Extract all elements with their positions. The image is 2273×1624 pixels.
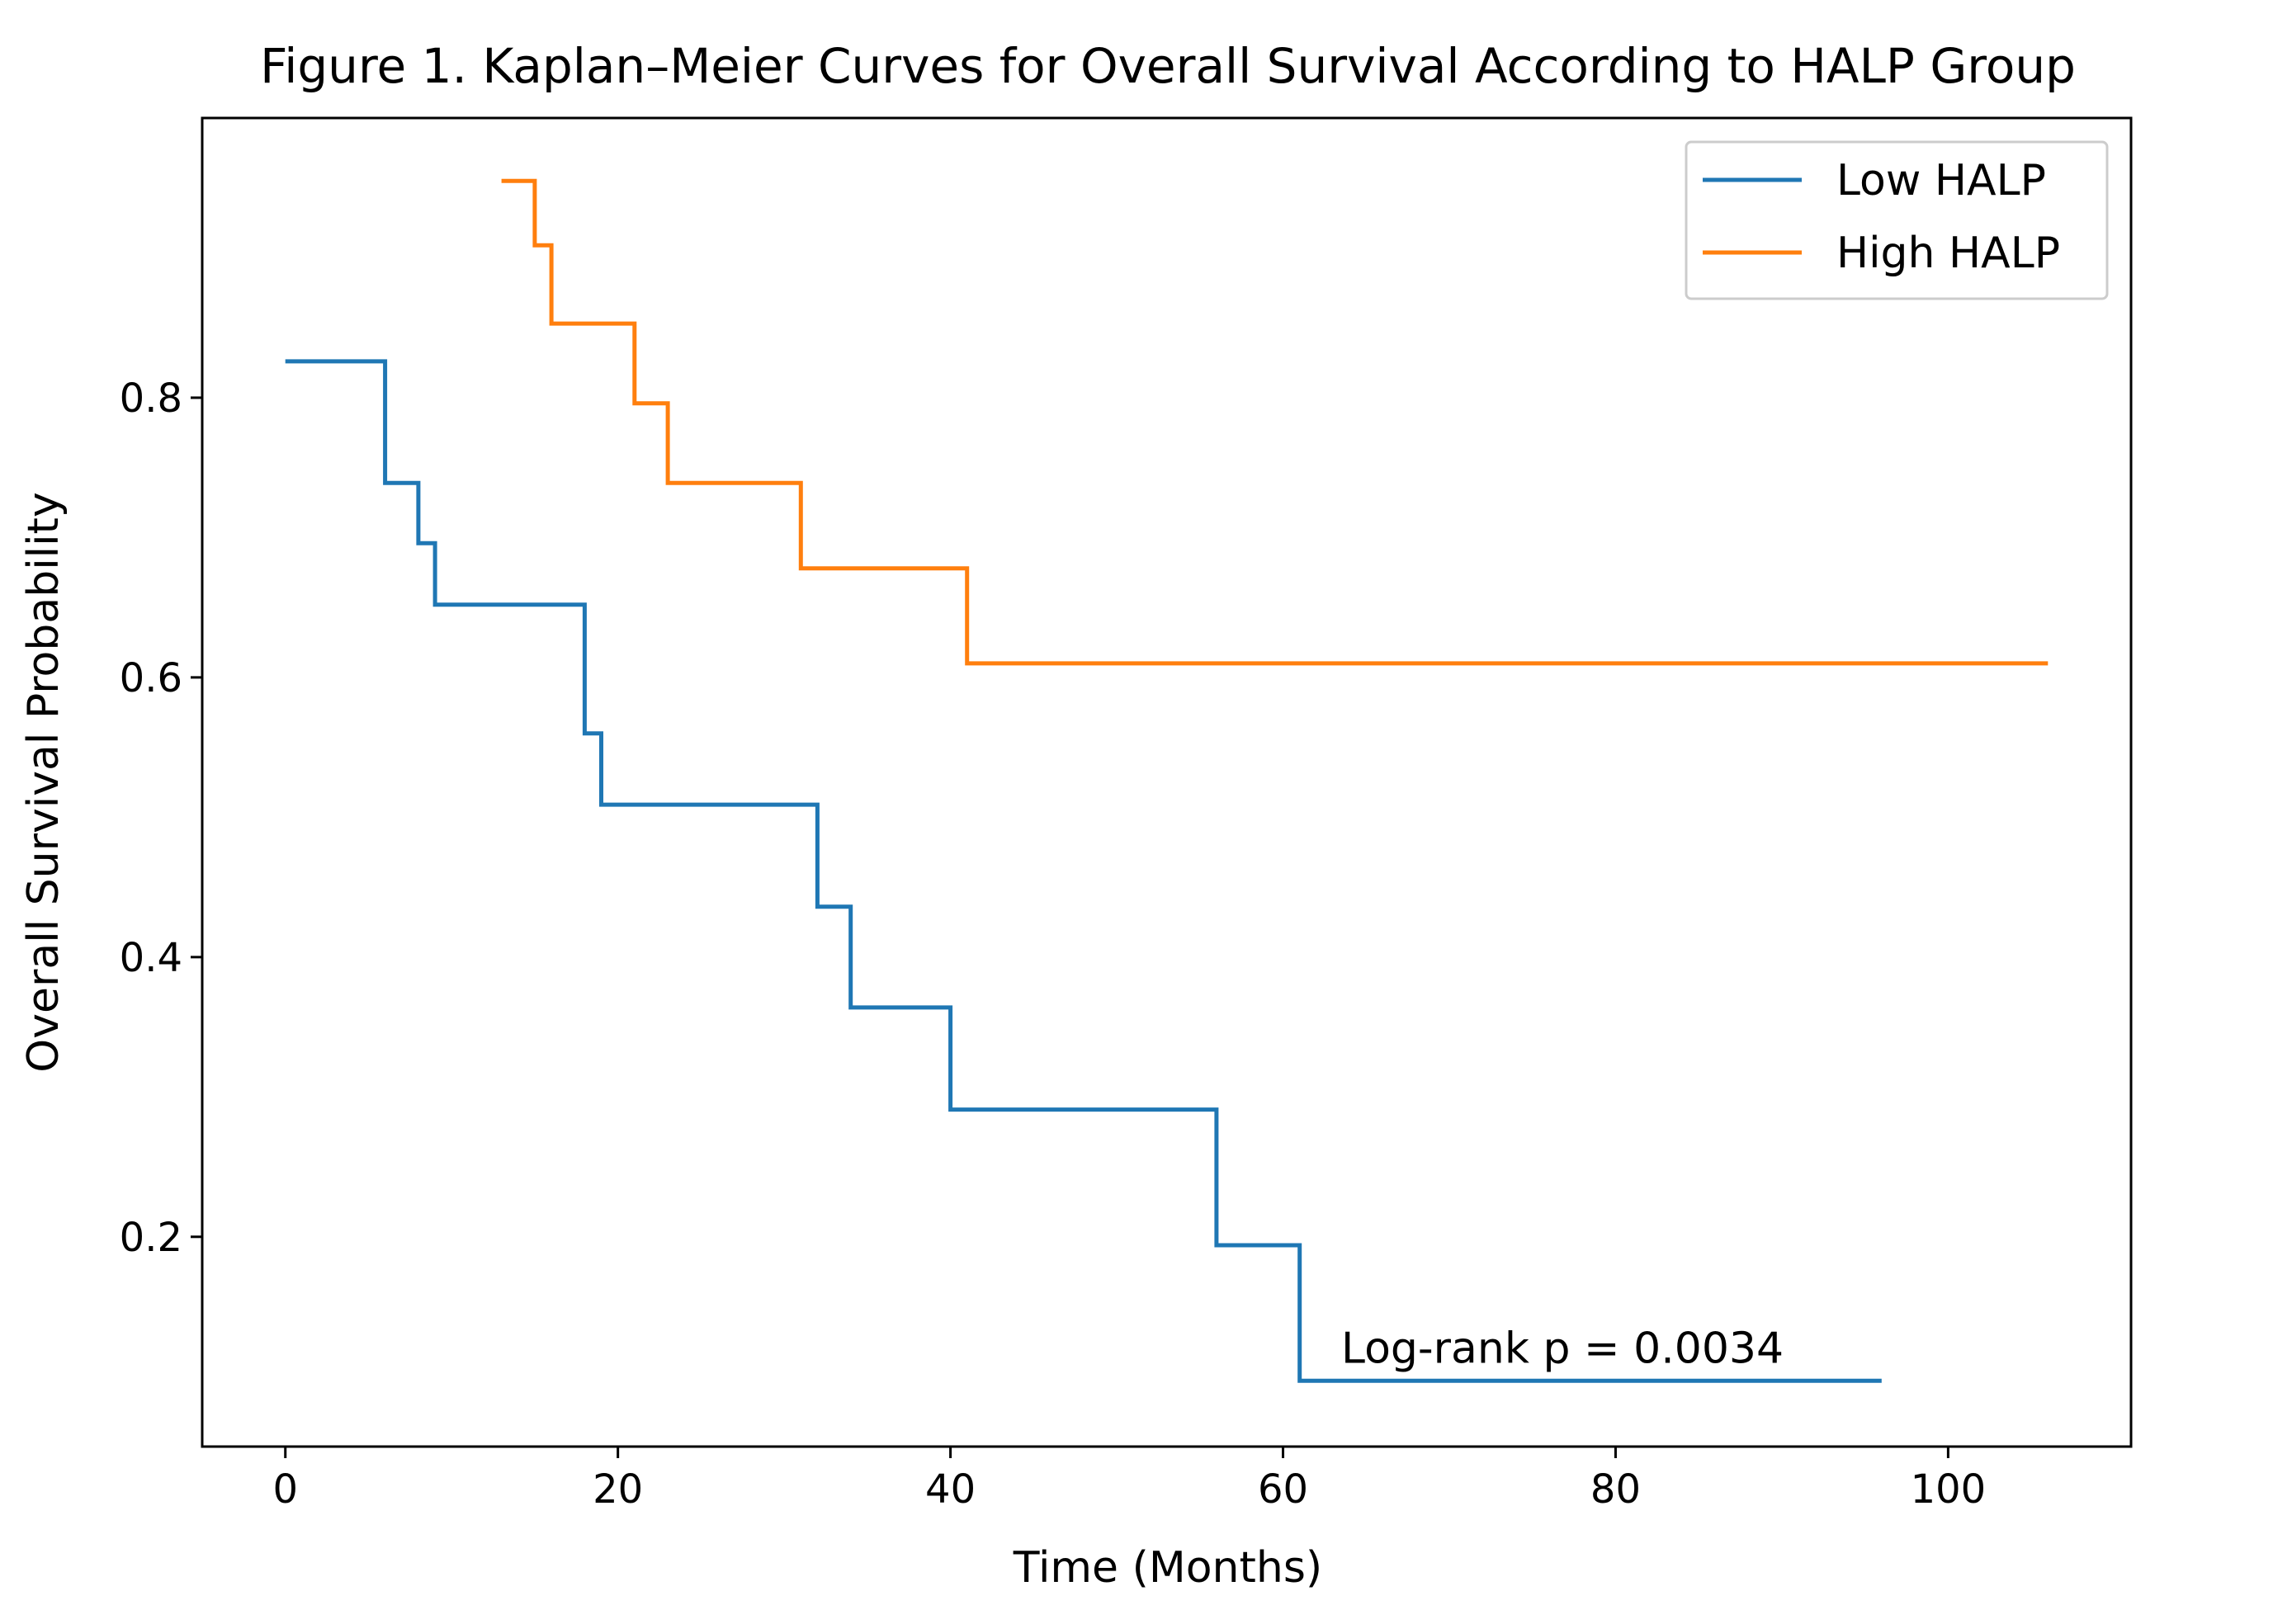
x-tick-label: 40 bbox=[925, 1466, 976, 1513]
x-axis-ticks: 0 20 40 60 80 100 bbox=[272, 1447, 1986, 1513]
y-axis-ticks: 0.2 0.4 0.6 0.8 bbox=[120, 375, 202, 1261]
chart-title: Figure 1. Kaplan–Meier Curves for Overal… bbox=[260, 38, 2076, 94]
y-axis-label: Overall Survival Probability bbox=[19, 492, 69, 1072]
legend-entries: Low HALP High HALP bbox=[1703, 156, 2060, 278]
x-tick-label: 20 bbox=[593, 1466, 643, 1513]
x-tick-label: 60 bbox=[1258, 1466, 1308, 1513]
x-axis-label: Time (Months) bbox=[1013, 1543, 1322, 1593]
x-tick-label: 0 bbox=[272, 1466, 298, 1513]
y-tick-label: 0.4 bbox=[120, 935, 182, 981]
plot-area-frame bbox=[201, 116, 2133, 1448]
series-layer bbox=[285, 178, 2049, 1383]
legend: Low HALP High HALP bbox=[1685, 140, 2109, 300]
legend-label-low-halp: Low HALP bbox=[1836, 156, 2046, 205]
series-line-low-halp bbox=[285, 359, 1882, 1383]
x-tick-label: 100 bbox=[1911, 1466, 1987, 1513]
x-tick-label: 80 bbox=[1590, 1466, 1641, 1513]
log-rank-annotation: Log-rank p = 0.0034 bbox=[1341, 1324, 1784, 1373]
legend-label-high-halp: High HALP bbox=[1836, 229, 2060, 278]
y-tick-label: 0.6 bbox=[120, 655, 182, 701]
series-line-high-halp bbox=[501, 178, 2049, 666]
y-tick-label: 0.8 bbox=[120, 375, 182, 422]
y-tick-label: 0.2 bbox=[120, 1215, 182, 1261]
